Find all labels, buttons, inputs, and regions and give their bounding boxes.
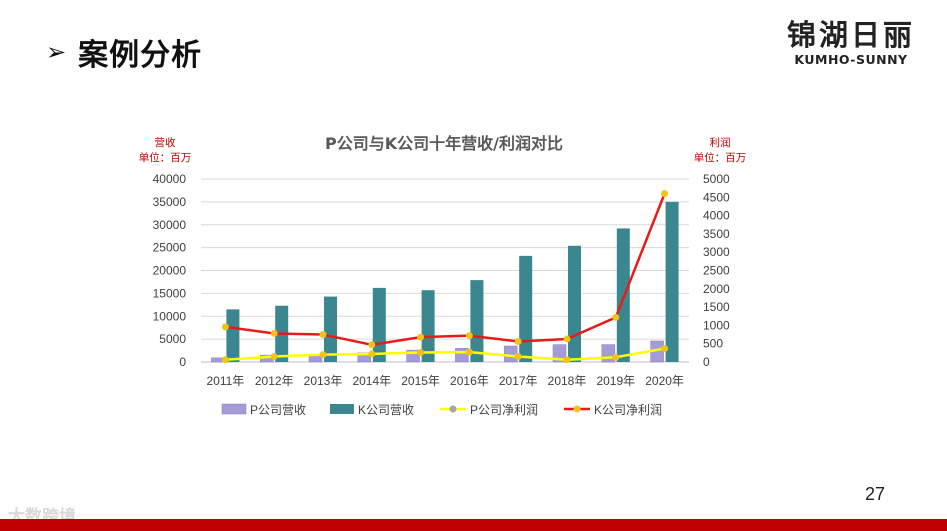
left-tick-label: 30000: [153, 218, 187, 232]
p-revenue-bar: [601, 344, 616, 363]
left-tick-label: 40000: [153, 172, 187, 186]
right-tick-label: 2000: [703, 282, 730, 296]
k-profit-point: [319, 331, 327, 339]
chart-legend: P公司营收 K公司营收 P公司净利润 K公司净利润: [221, 403, 662, 417]
slide-title: ➢ 案例分析: [46, 30, 202, 74]
x-tick-label: 2013年: [304, 374, 343, 388]
p-profit-point: [563, 356, 571, 364]
legend-label-k-profit: K公司净利润: [594, 403, 662, 417]
left-axis-ticks: 40000 35000 30000 25000 20000 15000 10000 5000 0: [153, 172, 187, 369]
right-tick-label: 4500: [703, 190, 730, 204]
p-profit-point: [221, 356, 229, 364]
k-revenue-bar: [324, 296, 337, 362]
k-profit-point: [368, 341, 376, 349]
legend-label-p-profit: P公司净利润: [470, 403, 538, 417]
p-revenue-bar: [552, 344, 567, 363]
x-tick-label: 2015年: [401, 374, 440, 388]
x-tick-label: 2016年: [450, 374, 489, 388]
x-tick-label: 2014年: [352, 374, 391, 388]
k-profit-point: [661, 190, 669, 198]
k-profit-point: [417, 333, 425, 341]
k-profit-point: [563, 335, 571, 343]
arrow-bullet-icon: ➢: [46, 38, 67, 66]
left-tick-label: 0: [179, 355, 186, 369]
left-tick-label: 20000: [153, 264, 187, 278]
k-profit-point: [465, 332, 473, 340]
p-profit-point: [661, 344, 669, 352]
legend-label-k-revenue: K公司营收: [358, 403, 414, 417]
p-profit-point: [270, 353, 278, 361]
right-axis-unit: 单位：百万: [694, 151, 747, 164]
legend-marker-k-profit: [573, 405, 581, 413]
p-revenue-bar: [406, 349, 420, 363]
p-profit-point: [368, 350, 376, 358]
right-tick-label: 1500: [703, 300, 730, 314]
p-profit-point: [465, 348, 473, 356]
right-tick-label: 5000: [703, 172, 730, 186]
x-tick-label: 2018年: [548, 374, 587, 388]
left-axis-unit: 单位：百万: [139, 151, 192, 164]
x-tick-label: 2012年: [255, 374, 294, 388]
chart-title: P公司与K公司十年营收/利润对比: [325, 134, 563, 153]
slide-title-text: 案例分析: [78, 38, 203, 73]
x-tick-label: 2020年: [645, 374, 684, 388]
x-tick-label: 2011年: [206, 374, 244, 388]
right-tick-label: 2500: [703, 264, 730, 278]
left-tick-label: 25000: [153, 241, 187, 255]
chart-lines: [221, 190, 669, 364]
k-revenue-bar: [568, 245, 581, 362]
k-profit-point: [270, 329, 278, 337]
x-tick-label: 2017年: [499, 374, 538, 388]
k-revenue-bar: [226, 309, 240, 362]
p-profit-point: [417, 348, 425, 356]
right-axis-label: 利润: [710, 136, 731, 149]
right-tick-label: 500: [703, 337, 723, 351]
right-tick-label: 1000: [703, 318, 730, 332]
k-revenue-bar: [665, 201, 679, 362]
page-number: 27: [864, 484, 885, 504]
right-tick-label: 4000: [703, 209, 730, 223]
chart-bars: [211, 201, 679, 363]
right-tick-label: 3500: [703, 227, 730, 241]
legend-swatch-k-revenue: [330, 404, 354, 414]
left-tick-label: 35000: [153, 195, 187, 209]
k-revenue-bar: [519, 255, 533, 362]
right-tick-label: 3000: [703, 245, 730, 259]
left-axis-label: 营收: [155, 136, 176, 149]
p-profit-point: [612, 353, 620, 361]
p-revenue-bar: [503, 345, 518, 363]
x-axis-ticks: 2011年 2012年 2013年 2014年 2015年 2016年 2017年 2018年…: [206, 374, 683, 388]
right-tick-label: 0: [703, 355, 710, 369]
k-profit-point: [612, 313, 620, 321]
left-tick-label: 10000: [153, 309, 187, 323]
logo-chinese-name: 锦湖日丽: [786, 18, 915, 52]
legend-swatch-p-revenue: [221, 403, 247, 415]
k-revenue-bar: [421, 290, 435, 362]
left-tick-label: 15000: [153, 286, 187, 300]
legend-label-p-revenue: P公司营收: [250, 403, 306, 417]
left-tick-label: 5000: [159, 332, 186, 346]
k-profit-line: [225, 193, 666, 347]
p-profit-line: [225, 347, 665, 362]
p-profit-point: [514, 353, 522, 361]
footer-bar: [0, 519, 947, 531]
k-revenue-bar: [470, 280, 484, 362]
k-profit-point: [514, 338, 522, 346]
x-tick-label: 2019年: [596, 374, 635, 388]
company-logo: 锦湖日丽 KUMHO-SUNNY: [787, 18, 915, 67]
logo-english-name: KUMHO-SUNNY: [794, 52, 908, 67]
p-profit-point: [319, 351, 327, 359]
legend-marker-p-profit: [449, 405, 457, 413]
k-revenue-bar: [372, 287, 386, 362]
k-profit-point: [221, 323, 229, 331]
